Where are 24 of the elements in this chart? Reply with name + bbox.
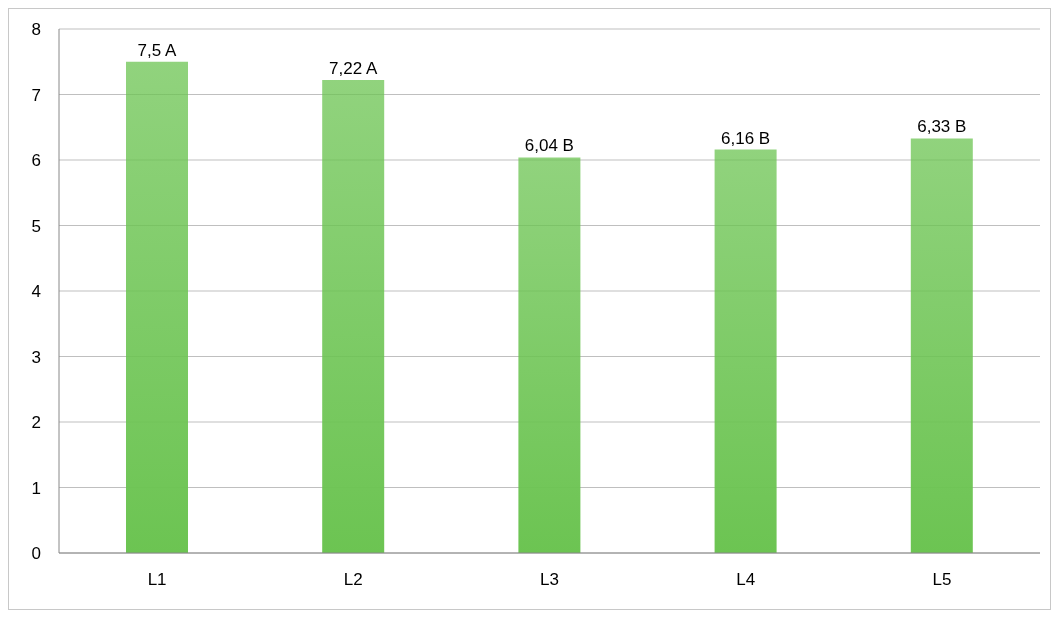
data-label: 6,33 B xyxy=(917,117,967,137)
y-tick-label: 0 xyxy=(31,544,41,564)
bar xyxy=(126,61,188,553)
y-tick-label: 3 xyxy=(31,347,41,367)
bar xyxy=(714,149,777,553)
x-tick-label: L1 xyxy=(147,570,167,590)
data-label: 6,04 B xyxy=(524,136,574,156)
bar xyxy=(910,138,973,553)
x-tick-label: L3 xyxy=(540,570,559,590)
y-tick-label: 2 xyxy=(31,413,41,433)
y-tick-label: 8 xyxy=(31,20,41,40)
y-tick-label: 1 xyxy=(31,478,41,498)
y-tick-label: 4 xyxy=(31,282,41,302)
y-tick-label: 5 xyxy=(31,216,41,236)
x-tick-label: L2 xyxy=(343,570,363,590)
x-tick-label: L4 xyxy=(736,570,756,590)
x-tick-label: L5 xyxy=(932,570,952,590)
bar xyxy=(518,157,581,553)
data-label: 7,22 A xyxy=(329,59,378,79)
bar xyxy=(322,80,385,553)
data-label: 7,5 A xyxy=(137,40,178,60)
y-tick-label: 6 xyxy=(31,151,41,171)
y-tick-label: 7 xyxy=(31,85,41,105)
data-label: 6,16 B xyxy=(721,128,771,148)
